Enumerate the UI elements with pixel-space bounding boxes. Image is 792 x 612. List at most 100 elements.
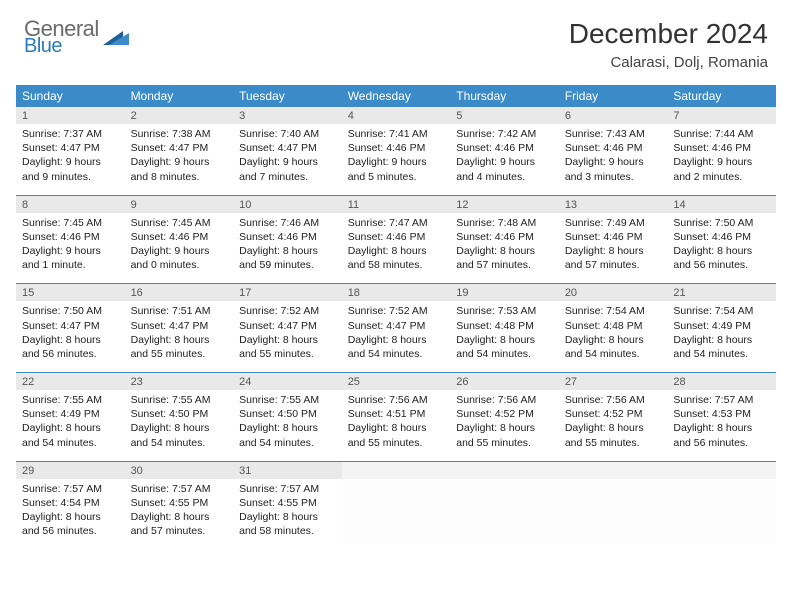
daylight-text: Daylight: 9 hours and 0 minutes. [131,244,228,272]
sunrise-text: Sunrise: 7:57 AM [22,482,119,496]
sunrise-text: Sunrise: 7:52 AM [348,304,445,318]
sunset-text: Sunset: 4:52 PM [456,407,553,421]
day-detail-cell: Sunrise: 7:52 AMSunset: 4:47 PMDaylight:… [342,301,451,367]
daylight-text: Daylight: 8 hours and 54 minutes. [22,421,119,449]
day-detail-cell: Sunrise: 7:45 AMSunset: 4:46 PMDaylight:… [16,213,125,279]
daylight-text: Daylight: 9 hours and 5 minutes. [348,155,445,183]
daylight-text: Daylight: 9 hours and 1 minute. [22,244,119,272]
daylight-text: Daylight: 8 hours and 54 minutes. [131,421,228,449]
header: General Blue December 2024 Calarasi, Dol… [0,0,792,79]
sunrise-text: Sunrise: 7:57 AM [239,482,336,496]
sunset-text: Sunset: 4:46 PM [673,141,770,155]
sunset-text: Sunset: 4:46 PM [456,141,553,155]
sunrise-text: Sunrise: 7:44 AM [673,127,770,141]
day-detail-cell: Sunrise: 7:50 AMSunset: 4:47 PMDaylight:… [16,301,125,367]
sunrise-text: Sunrise: 7:45 AM [131,216,228,230]
sunrise-text: Sunrise: 7:45 AM [22,216,119,230]
daylight-text: Daylight: 8 hours and 55 minutes. [239,333,336,361]
day-number-cell: 22 [16,373,125,390]
sunrise-text: Sunrise: 7:48 AM [456,216,553,230]
day-number-cell: 8 [16,196,125,213]
sunrise-text: Sunrise: 7:40 AM [239,127,336,141]
day-number-cell [342,462,451,479]
sunrise-text: Sunrise: 7:55 AM [239,393,336,407]
day-number-cell: 13 [559,196,668,213]
daylight-text: Daylight: 8 hours and 54 minutes. [348,333,445,361]
day-number-cell: 16 [125,284,234,301]
sunset-text: Sunset: 4:51 PM [348,407,445,421]
day-detail-cell [342,479,451,545]
day-number-cell: 1 [16,107,125,124]
day-number-cell [559,462,668,479]
day-detail-cell: Sunrise: 7:57 AMSunset: 4:55 PMDaylight:… [233,479,342,545]
page-title: December 2024 [569,18,768,50]
day-detail-cell [450,479,559,545]
day-number-cell: 10 [233,196,342,213]
sunrise-text: Sunrise: 7:52 AM [239,304,336,318]
day-number-cell: 19 [450,284,559,301]
daylight-text: Daylight: 8 hours and 55 minutes. [348,421,445,449]
day-number-cell: 27 [559,373,668,390]
day-detail-cell: Sunrise: 7:42 AMSunset: 4:46 PMDaylight:… [450,124,559,190]
day-detail-cell: Sunrise: 7:43 AMSunset: 4:46 PMDaylight:… [559,124,668,190]
sunrise-text: Sunrise: 7:46 AM [239,216,336,230]
sunrise-text: Sunrise: 7:41 AM [348,127,445,141]
daylight-text: Daylight: 8 hours and 54 minutes. [565,333,662,361]
day-number-row: 293031 [16,462,776,479]
sunset-text: Sunset: 4:49 PM [22,407,119,421]
sunrise-text: Sunrise: 7:56 AM [456,393,553,407]
day-detail-cell: Sunrise: 7:54 AMSunset: 4:48 PMDaylight:… [559,301,668,367]
daylight-text: Daylight: 8 hours and 55 minutes. [565,421,662,449]
day-detail-row: Sunrise: 7:45 AMSunset: 4:46 PMDaylight:… [16,213,776,279]
daylight-text: Daylight: 8 hours and 59 minutes. [239,244,336,272]
day-detail-row: Sunrise: 7:57 AMSunset: 4:54 PMDaylight:… [16,479,776,545]
day-number-cell: 18 [342,284,451,301]
sunset-text: Sunset: 4:48 PM [456,319,553,333]
sunset-text: Sunset: 4:46 PM [348,141,445,155]
calendar-body: 1234567Sunrise: 7:37 AMSunset: 4:47 PMDa… [16,107,776,544]
day-number-cell: 30 [125,462,234,479]
sunset-text: Sunset: 4:47 PM [131,319,228,333]
sunrise-text: Sunrise: 7:56 AM [348,393,445,407]
sunset-text: Sunset: 4:46 PM [348,230,445,244]
day-number-cell: 11 [342,196,451,213]
sunrise-text: Sunrise: 7:55 AM [22,393,119,407]
daylight-text: Daylight: 9 hours and 4 minutes. [456,155,553,183]
daylight-text: Daylight: 8 hours and 54 minutes. [456,333,553,361]
sunrise-text: Sunrise: 7:43 AM [565,127,662,141]
day-detail-cell: Sunrise: 7:56 AMSunset: 4:51 PMDaylight:… [342,390,451,456]
sunset-text: Sunset: 4:46 PM [239,230,336,244]
day-number-cell: 31 [233,462,342,479]
triangle-icon [103,29,131,49]
day-number-cell: 23 [125,373,234,390]
sunset-text: Sunset: 4:50 PM [131,407,228,421]
day-detail-cell [559,479,668,545]
sunset-text: Sunset: 4:54 PM [22,496,119,510]
day-number-cell: 29 [16,462,125,479]
logo: General Blue [24,18,131,56]
day-number-cell: 24 [233,373,342,390]
day-detail-cell: Sunrise: 7:49 AMSunset: 4:46 PMDaylight:… [559,213,668,279]
daylight-text: Daylight: 9 hours and 9 minutes. [22,155,119,183]
day-detail-row: Sunrise: 7:55 AMSunset: 4:49 PMDaylight:… [16,390,776,456]
day-detail-cell: Sunrise: 7:50 AMSunset: 4:46 PMDaylight:… [667,213,776,279]
day-detail-cell: Sunrise: 7:55 AMSunset: 4:49 PMDaylight:… [16,390,125,456]
daylight-text: Daylight: 9 hours and 7 minutes. [239,155,336,183]
sunset-text: Sunset: 4:46 PM [456,230,553,244]
daylight-text: Daylight: 8 hours and 56 minutes. [22,510,119,538]
sunset-text: Sunset: 4:55 PM [239,496,336,510]
day-detail-cell: Sunrise: 7:56 AMSunset: 4:52 PMDaylight:… [450,390,559,456]
weekday-header-row: Sunday Monday Tuesday Wednesday Thursday… [16,85,776,107]
sunset-text: Sunset: 4:46 PM [131,230,228,244]
sunrise-text: Sunrise: 7:57 AM [673,393,770,407]
sunrise-text: Sunrise: 7:56 AM [565,393,662,407]
sunrise-text: Sunrise: 7:53 AM [456,304,553,318]
daylight-text: Daylight: 8 hours and 56 minutes. [673,421,770,449]
day-number-cell: 14 [667,196,776,213]
sunrise-text: Sunrise: 7:38 AM [131,127,228,141]
day-number-cell: 2 [125,107,234,124]
day-number-cell: 4 [342,107,451,124]
day-detail-cell: Sunrise: 7:55 AMSunset: 4:50 PMDaylight:… [233,390,342,456]
day-detail-cell: Sunrise: 7:46 AMSunset: 4:46 PMDaylight:… [233,213,342,279]
sunset-text: Sunset: 4:55 PM [131,496,228,510]
